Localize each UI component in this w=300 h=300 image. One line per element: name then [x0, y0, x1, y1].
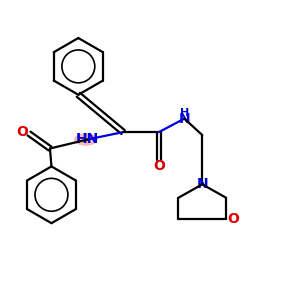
Text: H: H	[180, 108, 189, 118]
Text: O: O	[153, 159, 165, 173]
Text: N: N	[196, 177, 208, 191]
Text: O: O	[16, 125, 28, 139]
Text: N: N	[178, 112, 190, 126]
Ellipse shape	[74, 133, 98, 146]
Text: O: O	[227, 212, 239, 226]
Text: HN: HN	[76, 132, 99, 146]
